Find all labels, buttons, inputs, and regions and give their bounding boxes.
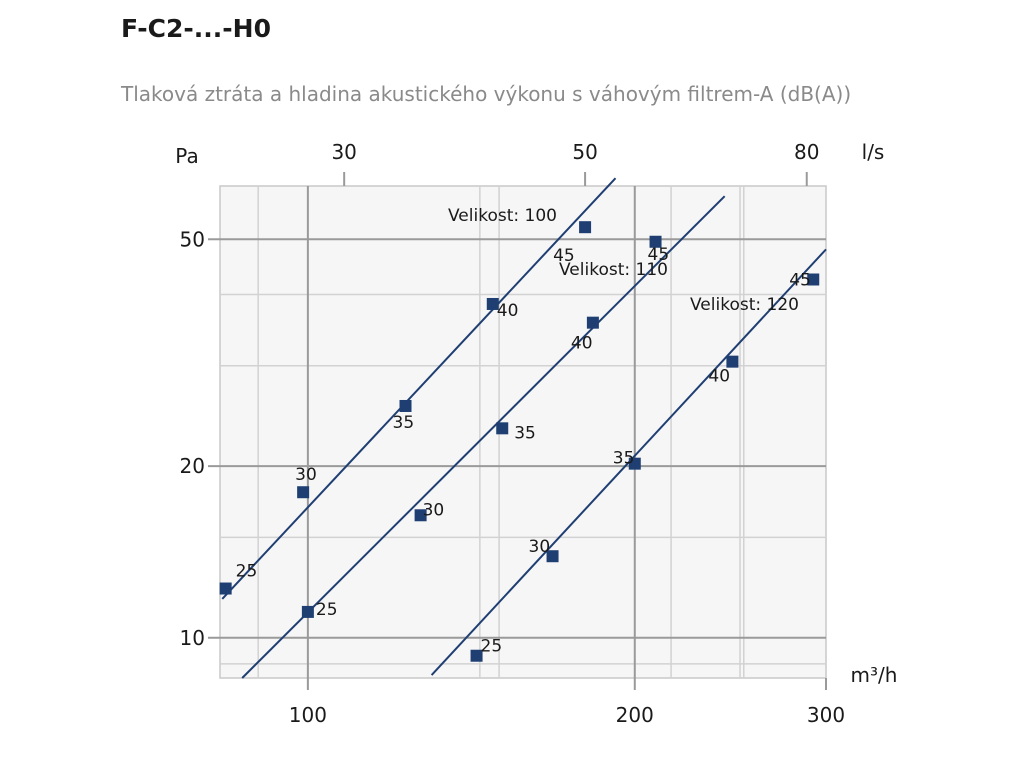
y-tick-label: 50 xyxy=(180,227,205,251)
series-label: Velikost: 110 xyxy=(559,260,668,280)
data-point-marker xyxy=(297,486,310,499)
data-point-label: 25 xyxy=(236,562,258,582)
chart-subtitle: Tlaková ztráta a hladina akustického výk… xyxy=(121,82,852,106)
x-tick-label: 300 xyxy=(807,703,845,727)
data-point-marker xyxy=(496,422,509,435)
data-point-marker xyxy=(301,605,314,618)
data-point-marker xyxy=(579,221,592,234)
axis-ticks: 100 200 300 30 50 80 10 20 50 Pa l/s m³/h xyxy=(175,140,897,727)
data-point-label: 30 xyxy=(529,537,551,557)
y-axis-label: Pa xyxy=(175,144,198,168)
data-point-marker xyxy=(649,235,662,248)
data-point-label: 35 xyxy=(514,423,536,443)
series-label: Velikost: 120 xyxy=(690,295,799,315)
data-point-label: 25 xyxy=(316,600,338,620)
series-line xyxy=(221,177,617,600)
plot-area xyxy=(219,185,827,679)
data-point-marker xyxy=(486,297,499,310)
x-tick-label: 100 xyxy=(289,703,327,727)
x2-axis-label: l/s xyxy=(862,140,885,164)
series xyxy=(219,177,827,679)
data-point-marker xyxy=(219,582,232,595)
series-line xyxy=(241,195,726,679)
data-point-marker xyxy=(807,273,820,286)
data-point-label: 45 xyxy=(648,245,670,265)
x-tick-label: 200 xyxy=(616,703,654,727)
data-point-label: 35 xyxy=(393,413,415,433)
data-point-label: 30 xyxy=(423,500,445,520)
page-title: F-C2-...-H0 xyxy=(121,14,271,43)
y-tick-label: 20 xyxy=(180,454,205,478)
data-point-label: 35 xyxy=(613,449,635,469)
data-point-marker xyxy=(628,457,641,470)
data-point-label: 40 xyxy=(708,367,730,387)
data-point-marker xyxy=(726,355,739,368)
y-tick-label: 10 xyxy=(180,626,205,650)
data-point-marker xyxy=(414,509,427,522)
data-point-marker xyxy=(586,316,599,329)
x-axis-label: m³/h xyxy=(851,663,898,687)
data-point-label: 45 xyxy=(553,246,575,266)
series-label: Velikost: 100 xyxy=(448,206,557,226)
x2-tick-label: 30 xyxy=(331,140,356,164)
data-point-label: 40 xyxy=(571,334,593,354)
grid xyxy=(219,185,827,679)
x2-tick-label: 80 xyxy=(794,140,819,164)
data-point-label: 45 xyxy=(789,271,811,291)
data-point-label: 25 xyxy=(481,637,503,657)
data-point-marker xyxy=(470,649,483,662)
data-point-label: 40 xyxy=(497,301,519,321)
data-point-label: 30 xyxy=(295,465,317,485)
data-point-marker xyxy=(546,550,559,563)
x2-tick-label: 50 xyxy=(572,140,597,164)
data-point-marker xyxy=(399,399,412,412)
